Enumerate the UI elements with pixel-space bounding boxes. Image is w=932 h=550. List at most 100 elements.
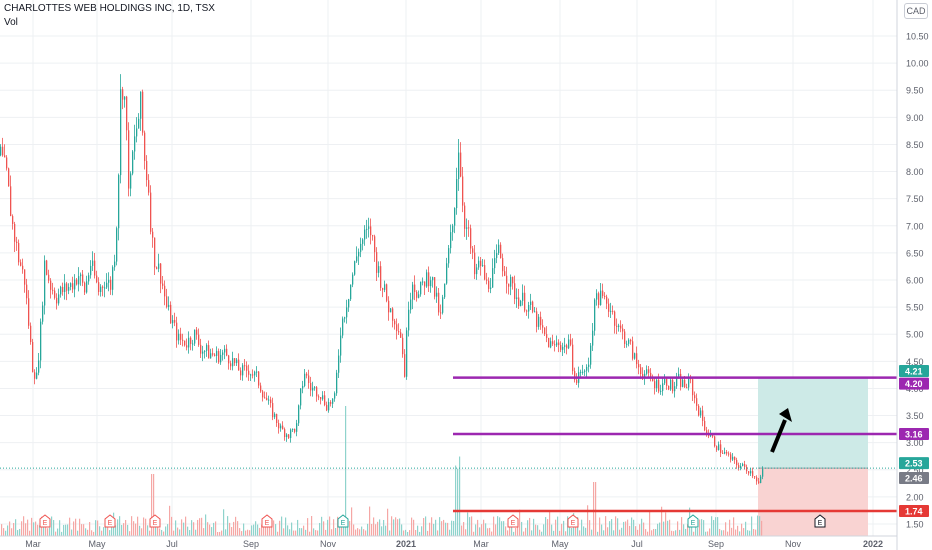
volume-bar <box>155 520 157 536</box>
candle-body <box>158 263 160 269</box>
earnings-label: E <box>153 520 158 527</box>
volume-bar <box>527 520 529 536</box>
candle-body <box>738 465 740 469</box>
volume-bar <box>745 521 747 536</box>
candle-body <box>328 402 330 411</box>
volume-bar <box>307 518 309 536</box>
volume-bar <box>357 528 359 536</box>
candle-body <box>760 476 762 483</box>
volume-legend: Vol <box>4 17 18 28</box>
volume-bar <box>265 519 267 536</box>
candle-body <box>650 372 652 379</box>
price-label-text: 1.74 <box>905 506 923 516</box>
x-tick-label: May <box>551 539 569 549</box>
volume-bar <box>27 519 29 536</box>
candle-body <box>588 364 590 367</box>
earnings-label: E <box>571 520 576 527</box>
candle-body <box>40 321 42 361</box>
volume-bar <box>535 524 537 536</box>
candle-body <box>320 397 322 400</box>
candle-body <box>562 346 564 350</box>
volume-bar <box>523 531 525 536</box>
candle-body <box>752 471 754 477</box>
volume-bar <box>611 519 613 536</box>
volume-bar <box>179 529 181 536</box>
volume-bar <box>483 519 485 536</box>
volume-bar <box>261 524 263 536</box>
volume-bar <box>741 523 743 536</box>
volume-bar <box>199 518 201 536</box>
volume-bar <box>715 517 717 536</box>
volume-bar <box>639 524 641 536</box>
candle-body <box>42 305 44 322</box>
volume-bar <box>35 521 37 536</box>
candle-body <box>262 391 264 398</box>
candle-body <box>290 429 292 438</box>
candle-body <box>678 373 680 378</box>
volume-bar <box>145 518 147 536</box>
candle-body <box>74 279 76 290</box>
candle-body <box>132 151 134 174</box>
candle-body <box>526 310 528 312</box>
candle-body <box>744 464 746 467</box>
candle-body <box>520 300 522 307</box>
volume-bar <box>343 520 345 536</box>
volume-bar <box>353 524 355 536</box>
volume-bar <box>217 531 219 536</box>
candle-body <box>758 481 760 483</box>
candle-body <box>464 205 466 229</box>
earnings-marker: E <box>39 514 51 528</box>
volume-bar <box>627 519 629 536</box>
candle-body <box>382 287 384 290</box>
candle-body <box>52 289 54 291</box>
currency-badge[interactable]: CAD <box>904 3 928 19</box>
candle-body <box>66 283 68 291</box>
volume-bar <box>89 522 91 536</box>
candle-body <box>412 284 414 300</box>
candle-body <box>550 341 552 348</box>
earnings-marker: E <box>507 514 519 528</box>
candle-body <box>748 471 750 474</box>
volume-bar <box>295 530 297 536</box>
volume-bar <box>537 525 539 536</box>
volume-bar <box>143 517 145 536</box>
candle-body <box>214 354 216 356</box>
candle-body <box>568 339 570 349</box>
candle-body <box>244 365 246 367</box>
candle-body <box>350 284 352 300</box>
y-tick-label: 8.00 <box>906 167 924 177</box>
volume-bar <box>165 526 167 536</box>
volume-bar <box>661 506 663 536</box>
candle-body <box>524 292 526 311</box>
volume-bar <box>11 528 13 536</box>
volume-bar <box>189 530 191 536</box>
volume-bar <box>401 524 403 536</box>
candle-body <box>470 228 472 249</box>
candle-body <box>192 343 194 345</box>
candle-body <box>228 355 230 364</box>
volume-bar <box>173 530 175 536</box>
volume-bar <box>699 519 701 536</box>
volume-bar <box>467 512 469 536</box>
candle-body <box>224 348 226 353</box>
volume-bar <box>215 521 217 536</box>
earnings-badge <box>814 514 826 528</box>
volume-bar <box>517 521 519 536</box>
volume-bar <box>637 529 639 536</box>
candle-body <box>706 430 708 435</box>
volume-bar <box>171 516 173 536</box>
volume-bar <box>753 529 755 536</box>
price-label-text: 4.21 <box>905 367 923 377</box>
volume-bar <box>315 530 317 536</box>
candle-body <box>198 334 200 345</box>
candle-body <box>14 223 16 242</box>
candle-body <box>518 297 520 307</box>
volume-bar <box>419 531 421 536</box>
volume-bar <box>579 530 581 536</box>
candle-body <box>356 256 358 262</box>
earnings-label: E <box>691 520 696 527</box>
candle-body <box>466 227 468 229</box>
earnings-marker: E <box>814 514 826 528</box>
